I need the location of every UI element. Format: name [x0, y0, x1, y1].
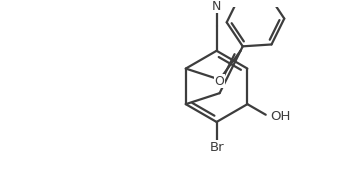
Text: O: O — [215, 75, 224, 88]
Text: Br: Br — [209, 141, 224, 154]
Text: N: N — [212, 0, 221, 13]
Text: OH: OH — [270, 110, 291, 123]
